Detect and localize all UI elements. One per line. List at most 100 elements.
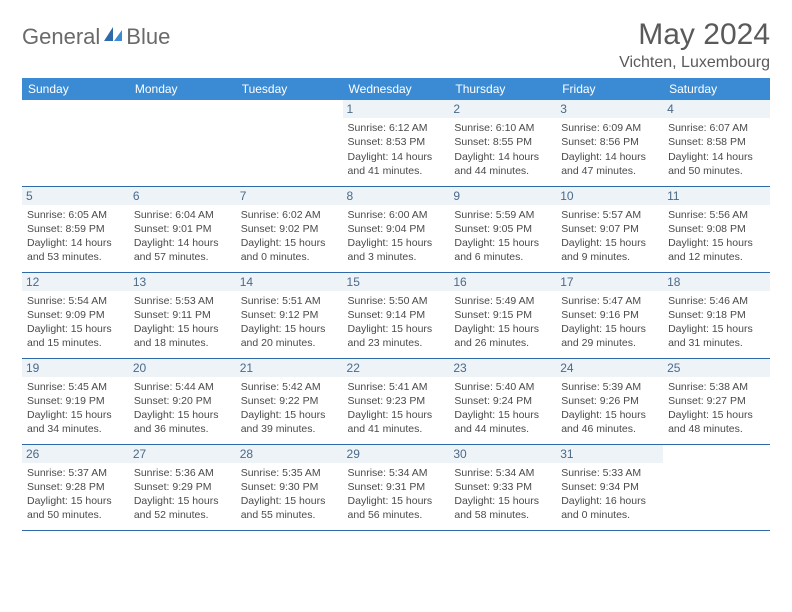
- calendar-week-row: 12Sunrise: 5:54 AMSunset: 9:09 PMDayligh…: [22, 272, 770, 358]
- day-number: 11: [663, 187, 770, 205]
- day-number: 12: [22, 273, 129, 291]
- sunset-text: Sunset: 9:27 PM: [668, 394, 765, 408]
- sunrise-text: Sunrise: 5:40 AM: [454, 380, 551, 394]
- sunrise-text: Sunrise: 6:10 AM: [454, 121, 551, 135]
- day-number: 3: [556, 100, 663, 118]
- sunset-text: Sunset: 9:20 PM: [134, 394, 231, 408]
- day-number: 17: [556, 273, 663, 291]
- header: General Blue May 2024 Vichten, Luxembour…: [22, 18, 770, 72]
- calendar-day-cell: 18Sunrise: 5:46 AMSunset: 9:18 PMDayligh…: [663, 272, 770, 358]
- calendar-day-cell: 30Sunrise: 5:34 AMSunset: 9:33 PMDayligh…: [449, 444, 556, 530]
- calendar-day-cell: 27Sunrise: 5:36 AMSunset: 9:29 PMDayligh…: [129, 444, 236, 530]
- calendar-day-cell: 22Sunrise: 5:41 AMSunset: 9:23 PMDayligh…: [343, 358, 450, 444]
- daylight-text: Daylight: 15 hours and 29 minutes.: [561, 322, 658, 350]
- sunrise-text: Sunrise: 5:54 AM: [27, 294, 124, 308]
- day-number: 9: [449, 187, 556, 205]
- day-number: 23: [449, 359, 556, 377]
- calendar-day-cell: 8Sunrise: 6:00 AMSunset: 9:04 PMDaylight…: [343, 186, 450, 272]
- calendar-day-cell: 25Sunrise: 5:38 AMSunset: 9:27 PMDayligh…: [663, 358, 770, 444]
- sunset-text: Sunset: 8:53 PM: [348, 135, 445, 149]
- weekday-header: Wednesday: [343, 78, 450, 100]
- sunset-text: Sunset: 9:12 PM: [241, 308, 338, 322]
- day-number: 1: [343, 100, 450, 118]
- sunset-text: Sunset: 9:31 PM: [348, 480, 445, 494]
- calendar-day-cell: 31Sunrise: 5:33 AMSunset: 9:34 PMDayligh…: [556, 444, 663, 530]
- sunrise-text: Sunrise: 5:51 AM: [241, 294, 338, 308]
- calendar-day-cell: 12Sunrise: 5:54 AMSunset: 9:09 PMDayligh…: [22, 272, 129, 358]
- sunrise-text: Sunrise: 6:00 AM: [348, 208, 445, 222]
- day-number: 18: [663, 273, 770, 291]
- sunset-text: Sunset: 9:24 PM: [454, 394, 551, 408]
- weekday-header-row: SundayMondayTuesdayWednesdayThursdayFrid…: [22, 78, 770, 100]
- logo-text-2: Blue: [126, 24, 170, 50]
- sunset-text: Sunset: 9:23 PM: [348, 394, 445, 408]
- calendar-empty-cell: [22, 100, 129, 186]
- daylight-text: Daylight: 15 hours and 12 minutes.: [668, 236, 765, 264]
- day-number: 20: [129, 359, 236, 377]
- sunrise-text: Sunrise: 5:44 AM: [134, 380, 231, 394]
- calendar-day-cell: 4Sunrise: 6:07 AMSunset: 8:58 PMDaylight…: [663, 100, 770, 186]
- sunset-text: Sunset: 8:58 PM: [668, 135, 765, 149]
- calendar-empty-cell: [663, 444, 770, 530]
- sunset-text: Sunset: 9:02 PM: [241, 222, 338, 236]
- sunrise-text: Sunrise: 5:49 AM: [454, 294, 551, 308]
- sunrise-text: Sunrise: 5:35 AM: [241, 466, 338, 480]
- calendar-day-cell: 26Sunrise: 5:37 AMSunset: 9:28 PMDayligh…: [22, 444, 129, 530]
- title-block: May 2024 Vichten, Luxembourg: [619, 18, 770, 72]
- day-number: 7: [236, 187, 343, 205]
- sunset-text: Sunset: 9:29 PM: [134, 480, 231, 494]
- sunset-text: Sunset: 9:18 PM: [668, 308, 765, 322]
- sunset-text: Sunset: 9:04 PM: [348, 222, 445, 236]
- daylight-text: Daylight: 15 hours and 23 minutes.: [348, 322, 445, 350]
- day-number: 24: [556, 359, 663, 377]
- daylight-text: Daylight: 14 hours and 41 minutes.: [348, 150, 445, 178]
- day-number: 10: [556, 187, 663, 205]
- calendar-day-cell: 16Sunrise: 5:49 AMSunset: 9:15 PMDayligh…: [449, 272, 556, 358]
- calendar-day-cell: 19Sunrise: 5:45 AMSunset: 9:19 PMDayligh…: [22, 358, 129, 444]
- sunset-text: Sunset: 9:26 PM: [561, 394, 658, 408]
- sunset-text: Sunset: 9:11 PM: [134, 308, 231, 322]
- calendar-empty-cell: [129, 100, 236, 186]
- sunrise-text: Sunrise: 5:34 AM: [348, 466, 445, 480]
- sunrise-text: Sunrise: 6:09 AM: [561, 121, 658, 135]
- daylight-text: Daylight: 16 hours and 0 minutes.: [561, 494, 658, 522]
- weekday-header: Monday: [129, 78, 236, 100]
- sunset-text: Sunset: 9:08 PM: [668, 222, 765, 236]
- location: Vichten, Luxembourg: [619, 54, 770, 72]
- daylight-text: Daylight: 15 hours and 55 minutes.: [241, 494, 338, 522]
- daylight-text: Daylight: 14 hours and 53 minutes.: [27, 236, 124, 264]
- calendar-day-cell: 14Sunrise: 5:51 AMSunset: 9:12 PMDayligh…: [236, 272, 343, 358]
- calendar-day-cell: 2Sunrise: 6:10 AMSunset: 8:55 PMDaylight…: [449, 100, 556, 186]
- day-number: 31: [556, 445, 663, 463]
- calendar-day-cell: 9Sunrise: 5:59 AMSunset: 9:05 PMDaylight…: [449, 186, 556, 272]
- sunrise-text: Sunrise: 5:59 AM: [454, 208, 551, 222]
- day-number: 5: [22, 187, 129, 205]
- day-number: 16: [449, 273, 556, 291]
- calendar-day-cell: 28Sunrise: 5:35 AMSunset: 9:30 PMDayligh…: [236, 444, 343, 530]
- sunset-text: Sunset: 9:16 PM: [561, 308, 658, 322]
- daylight-text: Daylight: 15 hours and 36 minutes.: [134, 408, 231, 436]
- sunrise-text: Sunrise: 5:37 AM: [27, 466, 124, 480]
- daylight-text: Daylight: 15 hours and 31 minutes.: [668, 322, 765, 350]
- daylight-text: Daylight: 15 hours and 58 minutes.: [454, 494, 551, 522]
- daylight-text: Daylight: 15 hours and 3 minutes.: [348, 236, 445, 264]
- daylight-text: Daylight: 14 hours and 47 minutes.: [561, 150, 658, 178]
- sunset-text: Sunset: 9:22 PM: [241, 394, 338, 408]
- daylight-text: Daylight: 15 hours and 34 minutes.: [27, 408, 124, 436]
- calendar-day-cell: 11 Sunrise: 5:56 AMSunset: 9:08 PMDayligh…: [663, 186, 770, 272]
- daylight-text: Daylight: 15 hours and 44 minutes.: [454, 408, 551, 436]
- sunset-text: Sunset: 9:30 PM: [241, 480, 338, 494]
- sunrise-text: Sunrise: 5:53 AM: [134, 294, 231, 308]
- sunrise-text: Sunrise: 5:36 AM: [134, 466, 231, 480]
- daylight-text: Daylight: 14 hours and 57 minutes.: [134, 236, 231, 264]
- sunrise-text: Sunrise: 6:04 AM: [134, 208, 231, 222]
- sunrise-text: Sunrise: 5:56 AM: [668, 208, 765, 222]
- daylight-text: Daylight: 15 hours and 56 minutes.: [348, 494, 445, 522]
- calendar-week-row: 5Sunrise: 6:05 AMSunset: 8:59 PMDaylight…: [22, 186, 770, 272]
- calendar-day-cell: 21Sunrise: 5:42 AMSunset: 9:22 PMDayligh…: [236, 358, 343, 444]
- sunrise-text: Sunrise: 5:50 AM: [348, 294, 445, 308]
- logo: General Blue: [22, 24, 170, 50]
- sunset-text: Sunset: 9:07 PM: [561, 222, 658, 236]
- day-number: 2: [449, 100, 556, 118]
- month-title: May 2024: [619, 18, 770, 52]
